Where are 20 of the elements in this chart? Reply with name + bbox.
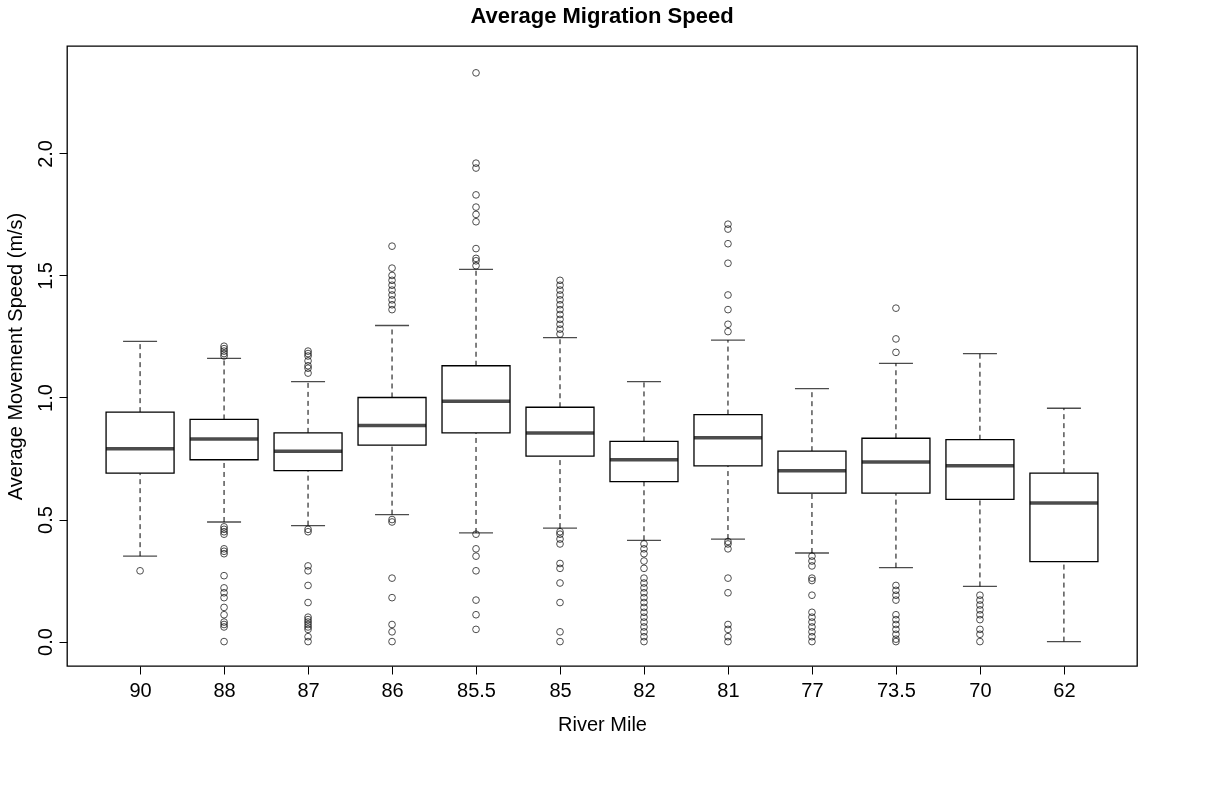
x-tick-label: 62 bbox=[1053, 678, 1076, 701]
x-tick-label: 90 bbox=[129, 678, 152, 701]
y-tick-label: 1.0 bbox=[33, 384, 56, 412]
y-tick-label: 0.0 bbox=[33, 628, 56, 656]
y-tick-label: 1.5 bbox=[33, 262, 56, 290]
x-tick-label: 85 bbox=[549, 678, 572, 701]
y-axis-title: Average Movement Speed (m/s) bbox=[3, 212, 26, 501]
x-tick-label: 87 bbox=[297, 678, 320, 701]
x-tick-label: 81 bbox=[717, 678, 740, 701]
x-tick-label: 77 bbox=[801, 678, 824, 701]
x-tick-label: 82 bbox=[633, 678, 656, 701]
x-tick-label: 86 bbox=[381, 678, 404, 701]
x-tick-label: 73.5 bbox=[876, 678, 916, 701]
x-tick-label: 85.5 bbox=[457, 678, 496, 701]
y-tick-label: 0.5 bbox=[33, 506, 56, 534]
chart-title: Average Migration Speed bbox=[470, 3, 734, 28]
y-tick-label: 2.0 bbox=[33, 140, 56, 168]
x-axis-title: River Mile bbox=[558, 712, 647, 735]
x-tick-label: 88 bbox=[213, 678, 236, 701]
x-tick-label: 70 bbox=[969, 678, 992, 701]
